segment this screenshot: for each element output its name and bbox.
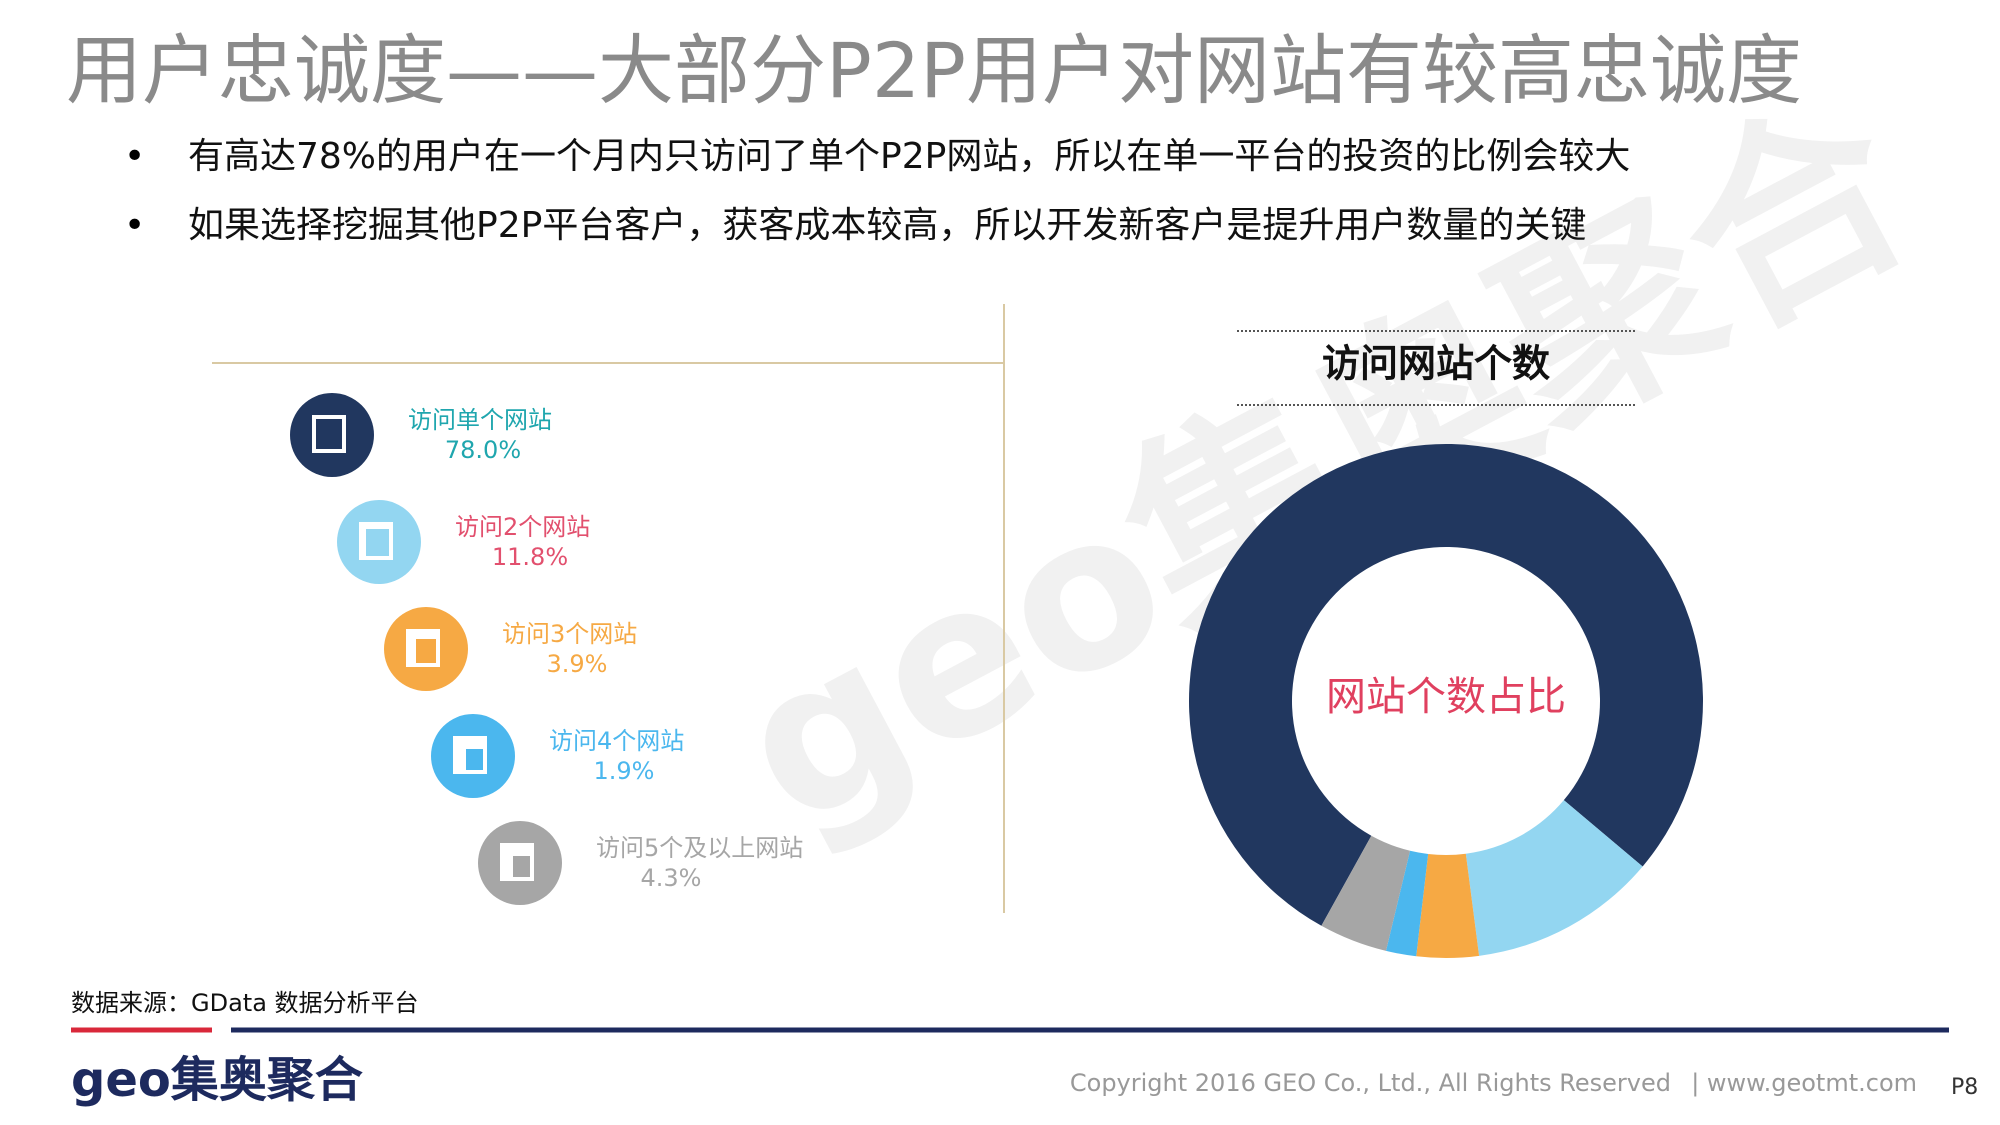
bullet-dot: • [124,205,145,246]
legend-value: 4.3% [641,864,702,892]
legend-icon [290,393,374,477]
legend-label: 访问5个及以上网站 [596,834,803,862]
donut-slice [1189,444,1703,926]
bullet-text: 有高达78%的用户在一个月内只访问了单个P2P网站，所以在单一平台的投资的比例会… [188,136,1630,177]
legend-value: 1.9% [594,757,655,785]
icon-page [462,745,487,774]
legend-value: 78.0% [445,436,521,464]
legend-label: 访问2个网站 [455,513,590,541]
bullet-dot: • [124,136,145,177]
page-number: P8 [1951,1075,1978,1100]
legend-icon [478,821,562,905]
donut [1189,444,1703,959]
logo: geo集奥聚合 [71,1052,363,1108]
chart-title: 访问网站个数 [1322,342,1550,386]
legend-icon [384,607,468,691]
icon-page [412,635,440,667]
donut-slice [1321,835,1411,951]
donut-slice [1385,850,1429,957]
legend-label: 访问3个网站 [502,620,637,648]
icon-page [509,852,534,881]
legend-label: 访问4个网站 [549,727,684,755]
donut-slice [1465,800,1643,956]
legend-value: 3.9% [547,650,608,678]
source: 数据来源：GData 数据分析平台 [71,989,419,1017]
icon-page [362,525,393,560]
bullet-text: 如果选择挖掘其他P2P平台客户，获客成本较高，所以开发新客户是提升用户数量的关键 [188,205,1586,246]
legend-value: 11.8% [492,543,568,571]
icon-page [312,415,346,453]
website: | www.geotmt.com [1691,1069,1917,1097]
legend-icon [337,500,421,584]
legend-icon [431,714,515,798]
slide-title: 用户忠诚度——大部分P2P用户对网站有较高忠诚度 [66,26,1802,115]
legend-label: 访问单个网站 [408,406,552,434]
donut-slice [1416,853,1480,959]
copyright: Copyright 2016 GEO Co., Ltd., All Rights… [1070,1069,1671,1097]
center-label: 网站个数占比 [1326,674,1566,720]
